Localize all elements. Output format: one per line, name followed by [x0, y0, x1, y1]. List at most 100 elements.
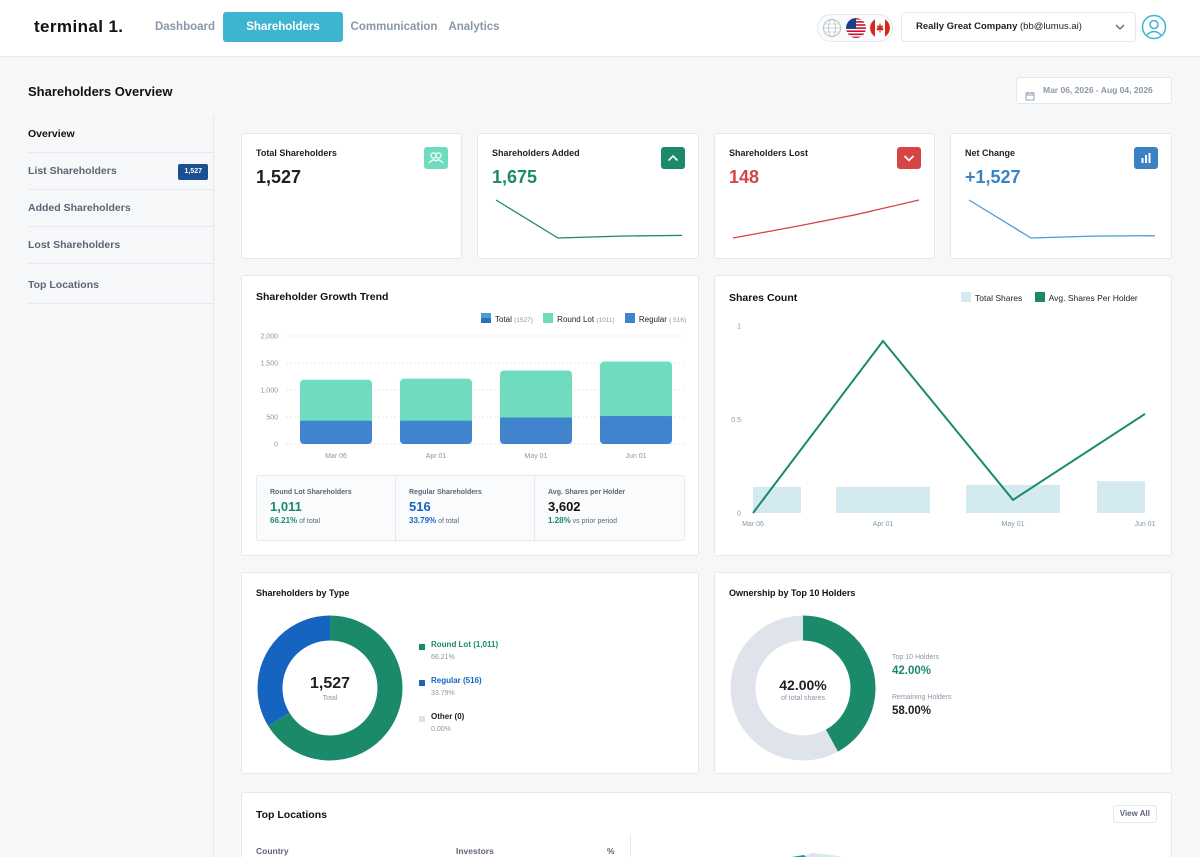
legend-pct: 66.21%	[431, 654, 455, 661]
donut-center-label: of total shares	[781, 695, 825, 702]
legend-label: Remaining Holders	[892, 694, 952, 701]
legend-item-avg-shares[interactable]: Avg. Shares Per Holder	[1034, 292, 1138, 303]
kpi-value: +1,527	[965, 167, 1021, 187]
y-tick-label: 0	[274, 442, 278, 449]
user-avatar-icon[interactable]	[1141, 14, 1167, 40]
x-tick-label: Jun 01	[625, 453, 646, 460]
date-range-picker[interactable]: Mar 06, 2026 - Aug 04, 2026	[1016, 77, 1172, 104]
kpi-label: Shareholders Added	[492, 148, 580, 158]
top-locations-card: Top Locations View All Country Investors…	[241, 792, 1172, 857]
column-header-percent[interactable]: %	[607, 846, 615, 856]
stat-avg-shares: Avg. Shares per Holder 3,602 1.28% vs pr…	[535, 476, 685, 542]
stat-suffix: vs prior period	[572, 518, 617, 525]
donut-slice	[730, 615, 876, 761]
top10-donut-chart: 42.00% of total shares	[730, 615, 876, 761]
legend-dot	[419, 644, 425, 650]
sidebar-item-top-locations[interactable]: Top Locations	[28, 264, 213, 304]
company-email: (bb@lumus.ai)	[1020, 21, 1082, 32]
legend-label: Total	[495, 315, 512, 324]
net-change-sparkline	[968, 199, 1156, 239]
top10-card: Ownership by Top 10 Holders 42.00% of to…	[714, 572, 1172, 774]
bar-regular-join	[500, 417, 572, 424]
bar-chart-icon	[1134, 147, 1158, 169]
stat-sub: 66.21% of total	[270, 516, 395, 525]
stat-pct: 1.28%	[548, 516, 571, 525]
stat-value: 1,011	[270, 499, 302, 514]
kpi-label: Shareholders Lost	[729, 148, 809, 158]
sparkline	[495, 199, 683, 239]
bar-total-shares	[1097, 481, 1145, 513]
lost-sparkline	[732, 199, 920, 239]
sidebar-item-added-shareholders[interactable]: Added Shareholders	[28, 190, 213, 227]
legend-value: 42.00%	[892, 665, 932, 677]
kpi-value: 148	[729, 167, 760, 187]
canada-flag-icon[interactable]	[870, 18, 890, 38]
legend-swatch	[961, 292, 971, 302]
sidebar-item-overview[interactable]: Overview	[28, 116, 213, 153]
kpi-value: 1,527	[256, 167, 302, 187]
donut-center-label: Total	[323, 695, 338, 702]
us-flag-icon[interactable]	[846, 18, 866, 38]
legend-item-total[interactable]: Total (1527)	[481, 313, 533, 324]
legend-swatch	[481, 313, 491, 323]
users-icon	[424, 147, 448, 169]
company-selector[interactable]: Really Great Company (bb@lumus.ai)	[901, 12, 1136, 42]
sidebar-item-lost-shareholders[interactable]: Lost Shareholders	[28, 227, 213, 264]
x-tick-label: Mar 06	[325, 453, 347, 460]
tab-communication[interactable]: Communication	[350, 21, 438, 33]
legend-dot	[419, 680, 425, 686]
bar-regular-join	[600, 416, 672, 423]
legend-pct: 33.79%	[431, 690, 455, 697]
card-title: Ownership by Top 10 Holders	[729, 588, 856, 598]
stat-label: Avg. Shares per Holder	[548, 489, 626, 496]
y-tick-label: 1	[737, 324, 741, 331]
legend-item-regular[interactable]: Regular ( 516)	[624, 313, 686, 324]
tab-dashboard[interactable]: Dashboard	[154, 21, 216, 33]
tab-shareholders[interactable]: Shareholders	[223, 12, 343, 42]
sidebar-item-list-shareholders[interactable]: List Shareholders 1,527	[28, 153, 213, 190]
bar-regular-join	[400, 420, 472, 427]
stat-suffix: of total	[438, 518, 460, 525]
bar-regular-join	[300, 420, 372, 427]
x-tick-label: May 01	[1002, 521, 1025, 528]
growth-trend-card: Shareholder Growth Trend Total (1527) Ro…	[241, 275, 699, 556]
legend-item-other[interactable]: Other (0) 0.00%	[419, 712, 464, 733]
y-tick-label: 1,000	[260, 388, 278, 395]
sidebar-divider	[213, 116, 214, 857]
shares-count-chart: 0 0.5 1 Mar 06 Apr 01 May 01 Jun 01	[731, 324, 1155, 529]
legend-item-regular[interactable]: Regular (516) 33.79%	[419, 676, 482, 697]
column-header-investors[interactable]: Investors	[456, 846, 494, 856]
legend-label: Regular	[638, 315, 667, 324]
card-title: Top Locations	[256, 809, 327, 821]
stat-value: 516	[409, 499, 431, 514]
sidebar-item-label: Top Locations	[28, 279, 99, 291]
legend-name: Other (0)	[431, 712, 465, 721]
globe-icon[interactable]	[822, 18, 842, 38]
app-logo[interactable]: terminal 1.	[34, 17, 124, 36]
y-tick-label: 500	[266, 415, 278, 422]
card-title: Shareholder Growth Trend	[256, 291, 389, 303]
tab-analytics[interactable]: Analytics	[448, 21, 500, 33]
legend-swatch	[543, 313, 554, 323]
card-title: Shares Count	[729, 292, 798, 304]
y-tick-label: 1,500	[260, 361, 278, 368]
legend-item-total-shares[interactable]: Total Shares	[961, 292, 1023, 303]
date-range-text: Mar 06, 2026 - Aug 04, 2026	[1043, 85, 1153, 95]
legend-dot	[419, 716, 425, 722]
x-tick-label: Jun 01	[1134, 521, 1155, 528]
count-badge: 1,527	[178, 164, 208, 180]
legend-swatch	[624, 313, 635, 323]
kpi-card-net-change: Net Change +1,527	[950, 133, 1172, 259]
column-header-country[interactable]: Country	[256, 846, 289, 856]
view-all-button[interactable]: View All	[1112, 805, 1157, 823]
legend-item-round-lot[interactable]: Round Lot (1011)	[543, 313, 615, 324]
legend-item-round-lot[interactable]: Round Lot (1,011) 66.21%	[419, 640, 498, 661]
sidebar-item-label: Added Shareholders	[28, 202, 131, 214]
legend-label: Total Shares	[975, 293, 1023, 303]
legend-label: Top 10 Holders	[892, 654, 940, 661]
legend-label: Avg. Shares Per Holder	[1048, 293, 1138, 303]
sidebar-item-label: Overview	[28, 128, 75, 140]
chevron-up-icon	[661, 147, 685, 169]
growth-stats: Round Lot Shareholders 1,011 66.21% of t…	[256, 475, 685, 542]
x-tick-label: Apr 01	[873, 521, 894, 528]
